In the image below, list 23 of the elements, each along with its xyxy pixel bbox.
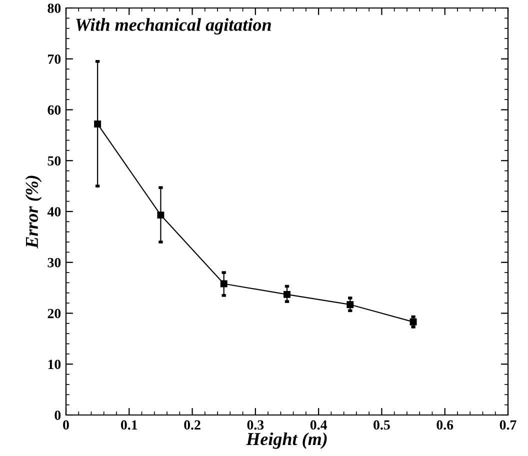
x-tick-label: 0.2 <box>184 420 200 430</box>
y-axis-title: Error (%) <box>25 176 42 248</box>
x-tick-label: 0.3 <box>247 420 264 430</box>
x-tick-label: 0.6 <box>436 420 454 430</box>
point <box>94 120 102 128</box>
y-tick-label: 60 <box>48 105 61 115</box>
y-tick-label: 30 <box>48 258 61 268</box>
x-tick-label: 0.5 <box>374 420 390 430</box>
y-tick-label: 70 <box>48 54 61 64</box>
x-tick-label: 0 <box>63 420 69 430</box>
y-tick-label: 80 <box>48 4 61 13</box>
y-tick-label: 0 <box>54 410 61 420</box>
y-tick-label: 20 <box>48 308 61 318</box>
text: With mechanical agitation <box>76 18 271 35</box>
y-tick-label: 40 <box>47 207 61 216</box>
point <box>346 301 354 308</box>
x-tick-label: 0.7 <box>500 420 516 430</box>
x-tick-label: 0.4 <box>310 420 327 430</box>
y-tick-label: 10 <box>48 360 61 370</box>
x-tick-label: 0.1 <box>120 420 138 430</box>
point <box>284 290 290 298</box>
x-axis-title: Height (m) <box>246 432 327 449</box>
y-tick-label: 50 <box>48 156 61 166</box>
